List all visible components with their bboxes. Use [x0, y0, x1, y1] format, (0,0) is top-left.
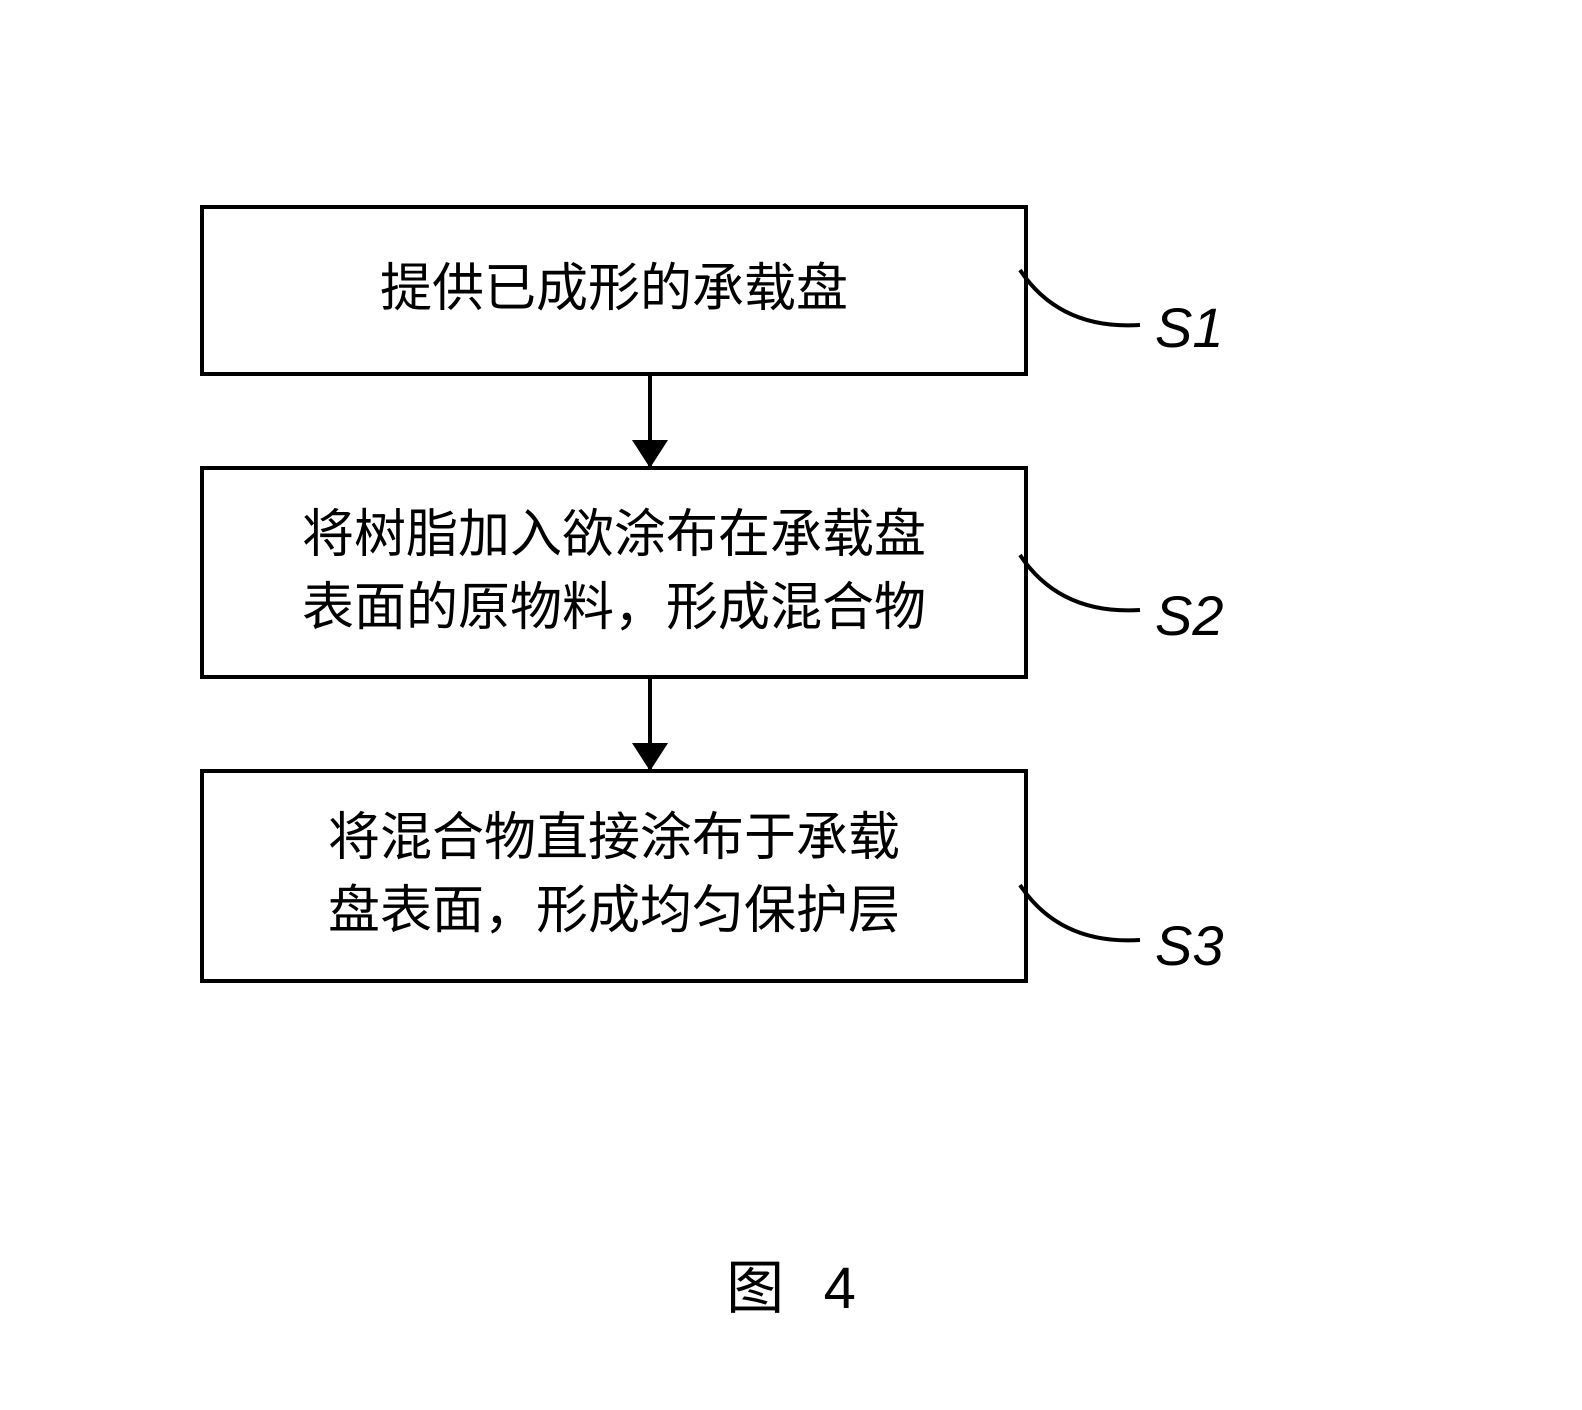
node-text-line1: 将混合物直接涂布于承载 — [328, 810, 900, 867]
figure-caption: 图 4 — [726, 1241, 856, 1325]
flowchart: 提供已成形的承载盘 S1 将树脂加入欲涂布在承载盘 表面的原物料，形成混合物 S… — [200, 205, 1100, 983]
flowchart-node-s2: 将树脂加入欲涂布在承载盘 表面的原物料，形成混合物 — [200, 466, 1028, 680]
node-label-s3: S3 — [1155, 913, 1224, 978]
node-text: 提供已成形的承载盘 — [380, 261, 848, 318]
caption-number: 4 — [824, 1256, 856, 1321]
flowchart-node-s3: 将混合物直接涂布于承载 盘表面，形成均匀保护层 — [200, 769, 1028, 983]
node-label-s1: S1 — [1155, 295, 1224, 360]
node-text-line2: 表面的原物料，形成混合物 — [302, 580, 926, 637]
flowchart-arrow-1 — [648, 376, 652, 466]
flowchart-node-s1: 提供已成形的承载盘 — [200, 205, 1028, 376]
diagram-container: 提供已成形的承载盘 S1 将树脂加入欲涂布在承载盘 表面的原物料，形成混合物 S… — [0, 0, 1582, 1410]
node-label-s2: S2 — [1155, 583, 1224, 648]
node-text-line2: 盘表面，形成均匀保护层 — [328, 883, 900, 940]
caption-prefix: 图 — [726, 1256, 784, 1321]
node-text-line1: 将树脂加入欲涂布在承载盘 — [302, 507, 926, 564]
flowchart-arrow-2 — [648, 679, 652, 769]
